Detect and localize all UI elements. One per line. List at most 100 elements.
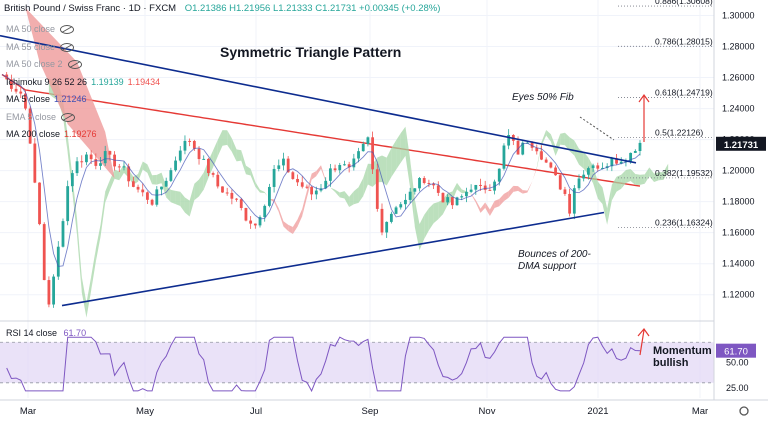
y-tick-label: 1.26000 [722,73,755,83]
legend-value: 1.19276 [64,129,97,139]
fib-level-label: 0.886(1.30608) [655,0,713,6]
candle-body [418,178,421,189]
candle-body [267,186,271,206]
candle-body [80,161,84,163]
legend-label: Ichimoku 9 26 52 26 [6,76,88,87]
candle-body [47,280,51,305]
legend-row[interactable]: MA 5 close 1.21246 [6,94,87,105]
cloud-segment [349,191,354,208]
candle-body [24,93,27,109]
cloud-segment [541,129,547,146]
rsi-legend: RSI 14 close 61.70 [6,328,86,338]
eye-hidden-icon[interactable] [60,42,75,52]
candle-body [253,223,257,226]
candle-body [615,158,618,164]
cloud-segment [621,169,626,189]
candle-body [183,140,187,151]
cloud-segment [635,173,640,186]
candle-body [305,186,309,188]
bounce-note: Bounces of 200-DMA support [518,249,591,272]
cloud-segment [560,132,565,146]
candle-body [422,178,426,183]
candle-body [52,276,56,305]
candle-body [136,186,140,190]
rsi-value-tag [716,343,756,358]
annotation-arrows [579,93,650,356]
candle-body [174,160,177,171]
candle-body [188,140,192,142]
candle-body [441,192,445,203]
cloud-segment [316,165,321,177]
candle-body [366,137,370,145]
cloud-segment [644,167,650,184]
candle-body [483,185,487,190]
candle-body [610,158,614,167]
candle-body [629,152,633,162]
cloud-segment [550,134,556,156]
settings-gear-icon[interactable] [739,406,749,416]
candle-body [619,161,623,164]
cloud-segment [353,187,359,205]
legend-row[interactable]: MA 50 close [6,24,75,35]
cloud-segment [335,189,340,198]
cloud-segment [555,133,561,156]
candle-body [225,192,229,194]
candle-body [108,151,112,155]
eye-hidden-icon[interactable] [67,60,82,70]
candle-body [371,137,375,170]
legend-row[interactable]: MA 200 close 1.19276 [6,129,97,140]
cloud-segment [410,159,415,227]
cloud-segment [184,197,190,217]
candle-body [432,183,435,186]
candle-body [591,165,595,169]
candle-body [460,196,464,198]
candle-body [197,148,201,160]
cloud-segment [597,181,603,205]
candle-body [230,192,234,199]
cloud-segment [363,163,368,197]
legend-row[interactable]: MA 55 close [6,42,75,53]
legend-row[interactable]: MA 50 close 2 [6,59,82,70]
legend-value: 1.19139 [91,76,124,87]
cloud-segment [391,140,397,177]
eye-hidden-icon[interactable] [60,25,75,35]
cloud-segment [297,208,303,227]
candle-body [563,189,567,194]
candle-body [638,142,642,152]
cloud-segment [630,169,636,186]
candle-body [488,189,492,191]
ma200-layer [1,73,641,187]
candle-body [99,163,102,166]
upper-trendline [0,34,637,164]
candle-body [122,166,126,168]
candle-body [291,172,295,179]
candle-body [596,165,600,169]
cloud-segment [236,149,242,162]
y-tick-label: 1.30000 [722,11,755,21]
cloud-segment [194,179,200,201]
candle-body [577,178,581,189]
eye-hidden-icon[interactable] [61,112,76,122]
candle-body [507,135,511,146]
candle-body [328,168,332,181]
cloud-segment [255,181,261,193]
candle-body [436,185,440,193]
cloud-segment [602,187,608,225]
cloud-segment [475,200,481,213]
cloud-segment [419,214,425,251]
cloud-segment [663,163,669,180]
candle-body [103,151,107,164]
candle-body [9,79,13,89]
candle-body [66,186,70,222]
cloud-segment [311,170,317,180]
candle-body [61,221,65,247]
cloud-segment [396,133,401,170]
candle-body [389,213,393,222]
cloud-segment [367,163,373,187]
cloud-segment [503,191,509,202]
candle-body [14,88,18,92]
legend-row[interactable]: Ichimoku 9 26 52 26 1.19139 1.19434 [6,77,160,88]
cloud-segment [161,172,167,198]
legend-row[interactable]: EMA 5 close [6,112,76,123]
cloud-segment [306,173,312,198]
